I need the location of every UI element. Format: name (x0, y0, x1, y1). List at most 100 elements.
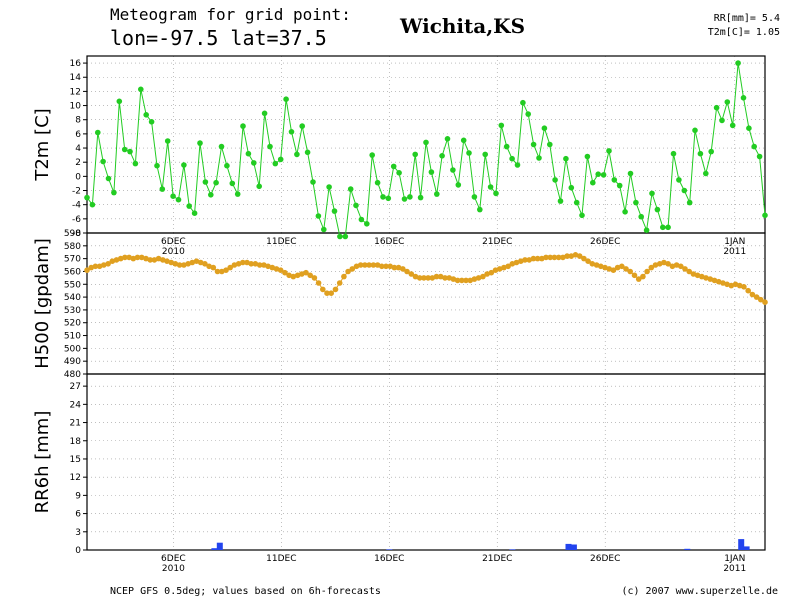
x-tick-label: 6DEC (161, 554, 186, 564)
t2m-point (660, 224, 666, 231)
h500-point (644, 268, 650, 275)
t2m-point (353, 202, 359, 209)
t2m-point (321, 226, 327, 233)
location-name: Wichita,KS (400, 14, 526, 38)
t2m-point (127, 148, 133, 155)
t2m-point (530, 141, 537, 148)
t2m-point (251, 160, 257, 166)
t2m-point (450, 167, 456, 173)
h500-point (598, 263, 604, 270)
h500-point (442, 275, 448, 281)
t2m-point (84, 194, 90, 201)
h500-point (551, 254, 558, 261)
h500-point (661, 259, 667, 266)
h500-point (496, 266, 503, 272)
x-tick-sublabel: 2011 (723, 564, 746, 574)
t2m-point (423, 139, 429, 146)
t2m-point (536, 155, 542, 161)
t2m-point (503, 143, 510, 150)
h500-point (585, 258, 591, 265)
summary-stats: RR[mm]= 5.4 T2m[C]= 1.05 (640, 12, 780, 40)
h500-point (488, 269, 495, 276)
h500-point (147, 257, 153, 263)
h500-point (395, 264, 402, 271)
h500-point (311, 275, 318, 281)
h500-point (101, 262, 107, 268)
h500-point (379, 263, 385, 270)
t2m-point (175, 196, 182, 203)
h500-point (652, 262, 659, 268)
h500-point (320, 286, 326, 293)
h500-point (484, 271, 490, 277)
h500-point (294, 272, 301, 279)
h500-point (181, 262, 187, 268)
t2m-point (444, 136, 451, 142)
h500-point (543, 254, 549, 261)
t2m-point (390, 163, 397, 170)
t2m-point (407, 194, 413, 200)
t2m-point (708, 148, 714, 155)
x-tick-label: 16DEC (374, 237, 404, 247)
h500-point (576, 253, 583, 259)
t2m-point (676, 177, 682, 183)
y-tick-label: 2 (75, 158, 81, 168)
h500-point (113, 257, 120, 263)
t2m-point (681, 187, 688, 194)
y-tick-label: -6 (72, 215, 81, 225)
y-tick-label: 500 (64, 344, 81, 354)
h500-point (202, 261, 208, 267)
y-tick-label: 550 (64, 280, 81, 290)
t2m-point (337, 233, 343, 240)
t2m-point (466, 150, 472, 156)
t2m-point (547, 141, 553, 148)
t2m-point (272, 160, 279, 167)
h500-point (299, 271, 305, 277)
t2m-point (616, 182, 623, 189)
h500-point (374, 262, 381, 268)
t2m-point (525, 111, 531, 117)
h500-point (252, 261, 259, 267)
t2m-point (95, 129, 101, 136)
h500-point (143, 255, 149, 262)
h500-point (749, 291, 756, 298)
h500-point (223, 267, 229, 274)
h500-point (164, 258, 170, 265)
h500-point (206, 263, 212, 270)
h500-point (370, 262, 377, 268)
t2m-point (477, 206, 483, 213)
h500-point (345, 268, 351, 275)
t2m-point (638, 213, 644, 220)
y-tick-label: 16 (70, 59, 82, 69)
t2m-point (740, 95, 747, 101)
h500-point (758, 296, 764, 303)
t2m-point (315, 213, 322, 219)
h500-point (231, 262, 238, 268)
footer-copyright: (c) 2007 www.superzelle.de (621, 586, 778, 597)
t2m-point (487, 184, 494, 190)
panel-frame (86, 232, 766, 375)
t2m-point (434, 191, 440, 197)
y-tick-label: -2 (72, 187, 81, 197)
h500-point (240, 259, 246, 266)
t2m-point (364, 221, 370, 227)
y-axis-label: RR6h [mm] (32, 411, 53, 514)
t2m-point (417, 194, 424, 201)
y-tick-label: 570 (64, 255, 81, 265)
t2m-point (213, 179, 219, 186)
h500-point (555, 254, 562, 261)
y-tick-label: 12 (70, 473, 81, 483)
h500-point (720, 280, 726, 286)
h500-point (391, 264, 398, 271)
t2m-point (541, 125, 548, 131)
t2m-point (568, 184, 575, 191)
h500-point (762, 299, 768, 306)
t2m-point (132, 160, 139, 167)
y-tick-label: 540 (64, 293, 81, 303)
t2m-point (181, 162, 187, 168)
t2m-point (299, 123, 306, 129)
t2m-point (385, 195, 392, 202)
t2m-point (670, 150, 677, 157)
h500-point (412, 273, 419, 280)
t2m-point (164, 138, 171, 144)
h500-point (711, 277, 718, 284)
